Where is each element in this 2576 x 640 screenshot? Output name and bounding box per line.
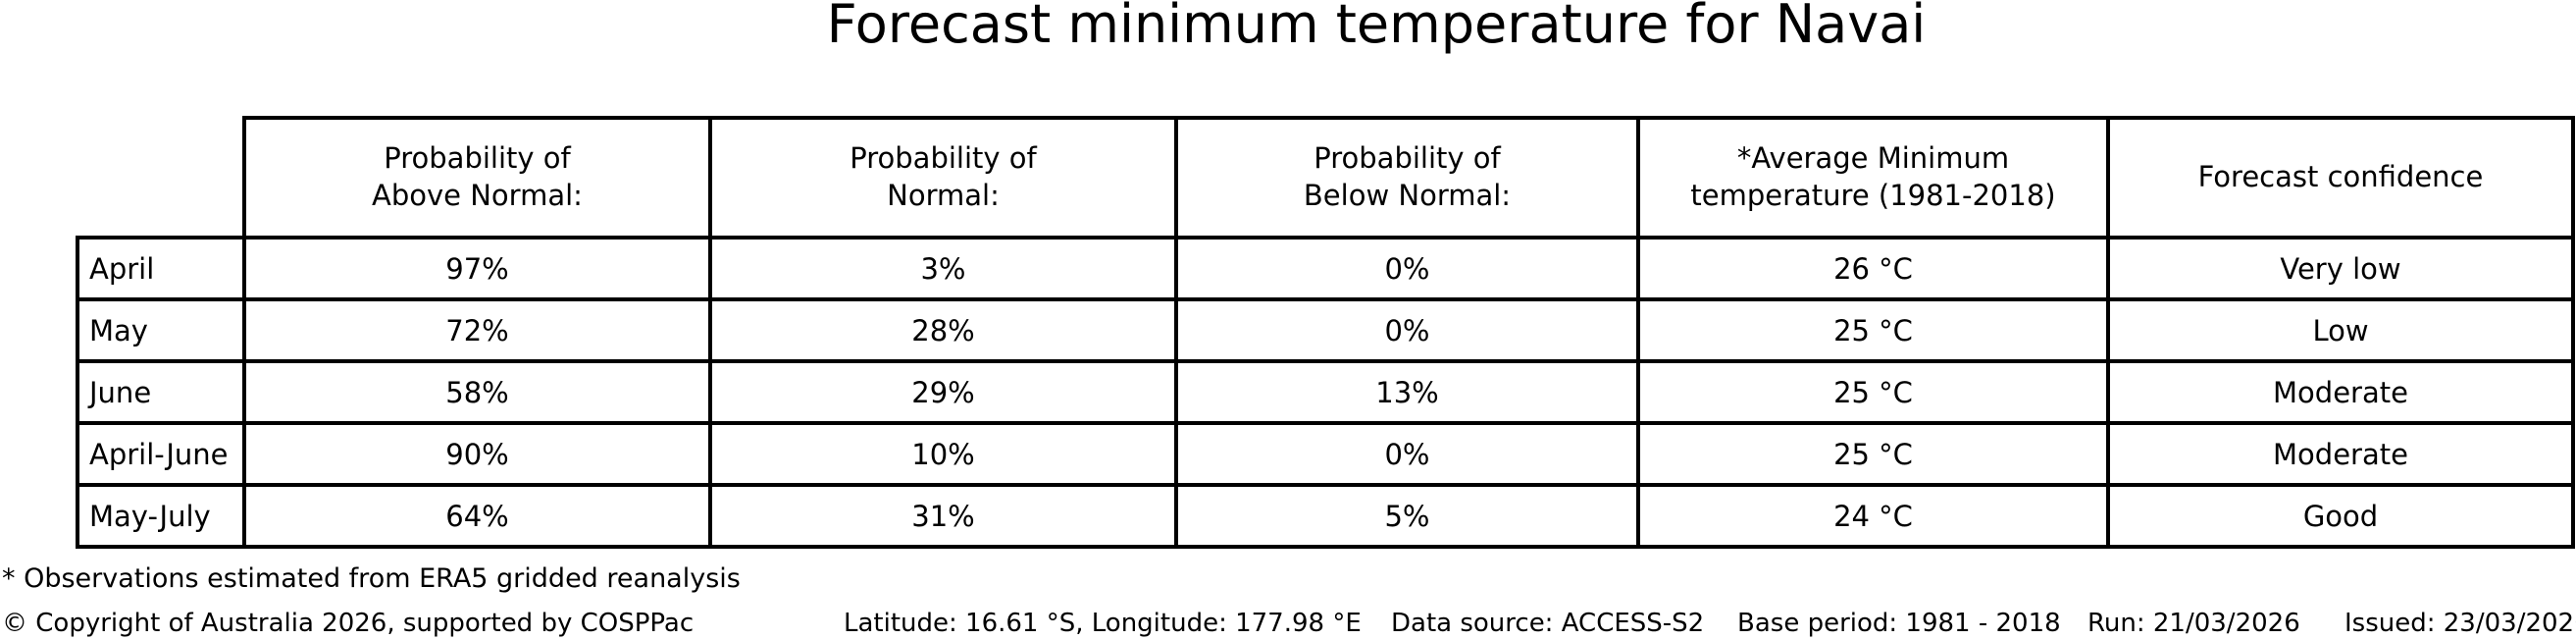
cell-normal: 10%	[708, 421, 1178, 487]
cell-below-normal: 0%	[1174, 236, 1640, 301]
cell-avg-min-temp: 26 °C	[1636, 236, 2110, 301]
base-period-text: Base period: 1981 - 2018	[1737, 609, 2061, 638]
cell-above-normal: 90%	[242, 421, 712, 487]
issued-date-text: Issued: 23/03/2026	[2344, 609, 2576, 638]
table-row-april-june: April-June 90% 10% 0% 25 °C Moderate	[76, 421, 2575, 487]
header-forecast-confidence: Forecast confidence	[2106, 116, 2575, 240]
page-title: Forecast minimum temperature for Navai	[826, 0, 1927, 55]
row-label: April	[76, 236, 246, 301]
cell-above-normal: 58%	[242, 359, 712, 425]
cell-avg-min-temp: 25 °C	[1636, 297, 2110, 363]
cell-below-normal: 13%	[1174, 359, 1640, 425]
cell-above-normal: 72%	[242, 297, 712, 363]
table-row-april: April 97% 3% 0% 26 °C Very low	[76, 236, 2575, 301]
cell-confidence: Moderate	[2106, 359, 2575, 425]
footnote-era5: * Observations estimated from ERA5 gridd…	[2, 563, 741, 594]
table-row-may: May 72% 28% 0% 25 °C Low	[76, 297, 2575, 363]
row-label: May-July	[76, 483, 246, 549]
cell-confidence: Low	[2106, 297, 2575, 363]
cell-confidence: Very low	[2106, 236, 2575, 301]
header-below-normal: Probability of Below Normal:	[1174, 116, 1640, 240]
table-row-june: June 58% 29% 13% 25 °C Moderate	[76, 359, 2575, 425]
data-source-text: Data source: ACCESS-S2	[1391, 609, 1705, 638]
location-coordinates: Latitude: 16.61 °S, Longitude: 177.98 °E	[844, 609, 1362, 638]
cell-below-normal: 0%	[1174, 421, 1640, 487]
cell-confidence: Moderate	[2106, 421, 2575, 487]
cell-normal: 28%	[708, 297, 1178, 363]
table-header-row: Probability of Above Normal: Probability…	[77, 116, 2575, 240]
header-above-normal: Probability of Above Normal:	[242, 116, 712, 240]
cell-normal: 31%	[708, 483, 1178, 549]
forecast-table: Probability of Above Normal: Probability…	[76, 116, 2575, 549]
row-label: April-June	[76, 421, 246, 487]
header-avg-min-temp: *Average Minimum temperature (1981-2018)	[1636, 116, 2110, 240]
cell-above-normal: 97%	[242, 236, 712, 301]
cell-avg-min-temp: 25 °C	[1636, 421, 2110, 487]
cell-avg-min-temp: 25 °C	[1636, 359, 2110, 425]
table-row-may-july: May-July 64% 31% 5% 24 °C Good	[76, 483, 2575, 549]
row-label: June	[76, 359, 246, 425]
cell-normal: 3%	[708, 236, 1178, 301]
cell-avg-min-temp: 24 °C	[1636, 483, 2110, 549]
row-label: May	[76, 297, 246, 363]
cell-below-normal: 5%	[1174, 483, 1640, 549]
copyright-text: © Copyright of Australia 2026, supported…	[2, 609, 695, 638]
cell-below-normal: 0%	[1174, 297, 1640, 363]
cell-above-normal: 64%	[242, 483, 712, 549]
cell-normal: 29%	[708, 359, 1178, 425]
run-date-text: Run: 21/03/2026	[2087, 609, 2300, 638]
cell-confidence: Good	[2106, 483, 2575, 549]
table-corner-cell	[77, 118, 244, 238]
header-normal: Probability of Normal:	[708, 116, 1178, 240]
